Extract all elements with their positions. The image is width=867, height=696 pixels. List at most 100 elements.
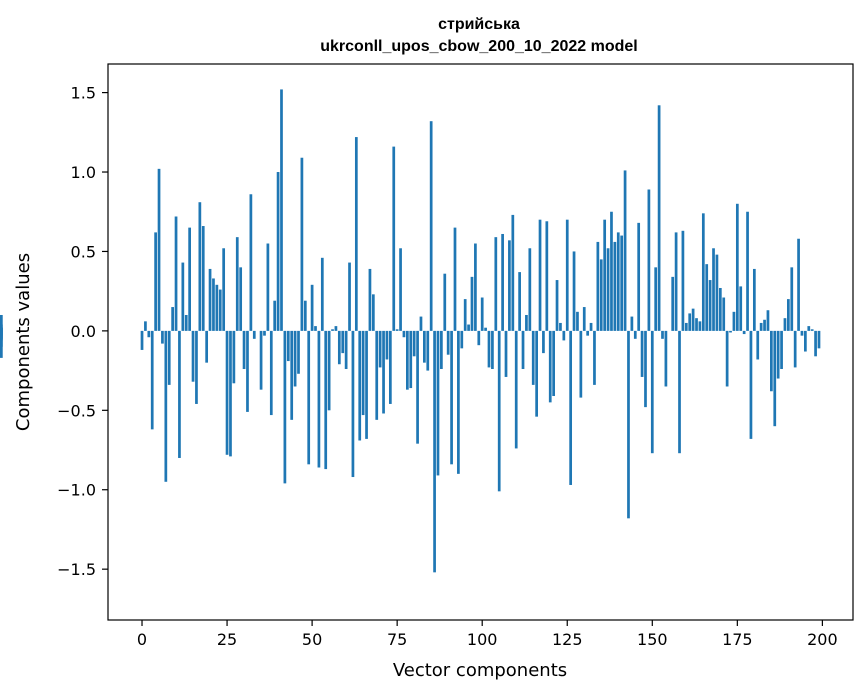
bar <box>559 322 562 331</box>
bar <box>603 219 607 331</box>
bar <box>317 330 321 468</box>
bar <box>664 330 668 387</box>
bar <box>406 330 409 390</box>
bar <box>491 330 494 370</box>
bar <box>565 219 569 331</box>
bar <box>494 237 498 331</box>
bar <box>195 330 198 404</box>
bar <box>457 330 460 474</box>
bar <box>246 330 249 412</box>
bar <box>657 105 661 331</box>
bar <box>334 326 338 331</box>
bar <box>752 268 756 331</box>
bar <box>562 330 566 341</box>
bar <box>205 330 209 363</box>
bar <box>429 121 433 331</box>
bar <box>395 329 399 331</box>
bar <box>599 259 603 331</box>
bar <box>218 289 222 331</box>
bar <box>766 310 770 331</box>
bar <box>446 330 450 355</box>
bar <box>576 311 579 331</box>
bar <box>259 330 263 390</box>
bar <box>341 330 345 354</box>
bar <box>589 322 593 331</box>
bar <box>314 326 317 331</box>
bar <box>171 307 174 331</box>
bar <box>416 330 419 444</box>
bar <box>181 262 185 331</box>
bars-group <box>0 89 821 573</box>
bar <box>382 330 385 414</box>
bar <box>249 194 253 331</box>
bar <box>678 330 681 454</box>
bar <box>770 330 773 392</box>
bar <box>354 137 358 331</box>
bar <box>365 330 368 439</box>
bar <box>320 257 324 331</box>
bar <box>450 330 453 465</box>
bar <box>756 330 760 360</box>
bar <box>0 327 3 331</box>
bar <box>650 330 654 454</box>
bar <box>147 330 151 338</box>
bar <box>273 300 277 331</box>
bar <box>290 330 294 420</box>
bar <box>521 330 525 370</box>
bar <box>174 216 178 331</box>
bar <box>497 330 501 492</box>
x-tick-label: 175 <box>722 630 753 649</box>
bar <box>358 330 362 441</box>
bar <box>222 248 226 331</box>
y-tick-label: −1.0 <box>57 481 96 500</box>
bar <box>310 284 314 331</box>
y-tick-label: 0.0 <box>71 322 96 341</box>
bar <box>688 313 692 331</box>
x-tick-label: 150 <box>637 630 668 649</box>
bar <box>191 330 195 382</box>
bar <box>470 276 474 331</box>
bar <box>538 219 542 331</box>
bar <box>616 232 620 331</box>
bar <box>817 330 821 349</box>
bar <box>440 330 443 370</box>
bar <box>759 322 763 331</box>
bar <box>324 330 328 470</box>
x-tick-label: 100 <box>467 630 498 649</box>
bar <box>746 211 749 331</box>
bar <box>718 287 722 331</box>
bar <box>399 248 402 331</box>
bar <box>140 330 144 350</box>
bar <box>511 214 515 331</box>
bar <box>545 221 549 331</box>
bar <box>269 330 273 416</box>
bar <box>385 330 389 360</box>
bar <box>555 280 559 331</box>
bar <box>681 230 685 331</box>
bar <box>804 330 807 352</box>
bar <box>582 307 586 331</box>
bar <box>392 146 396 331</box>
bar <box>797 238 800 331</box>
bar <box>351 330 355 478</box>
bar <box>453 227 457 331</box>
y-axis-label: Components values <box>13 253 34 431</box>
x-tick-label: 200 <box>807 630 838 649</box>
bar <box>695 318 698 331</box>
bar <box>157 168 161 331</box>
bar <box>644 330 647 408</box>
y-tick-label: 1.0 <box>71 163 96 182</box>
bar <box>331 329 334 331</box>
bar <box>167 330 171 385</box>
bar <box>412 330 416 357</box>
bar <box>596 241 600 331</box>
bar <box>201 226 205 331</box>
bar <box>375 330 379 420</box>
bar <box>708 280 712 331</box>
bar <box>586 330 590 336</box>
bar <box>212 278 215 331</box>
bar <box>518 272 521 331</box>
bar <box>286 330 290 362</box>
y-tick-label: −1.5 <box>57 560 96 579</box>
